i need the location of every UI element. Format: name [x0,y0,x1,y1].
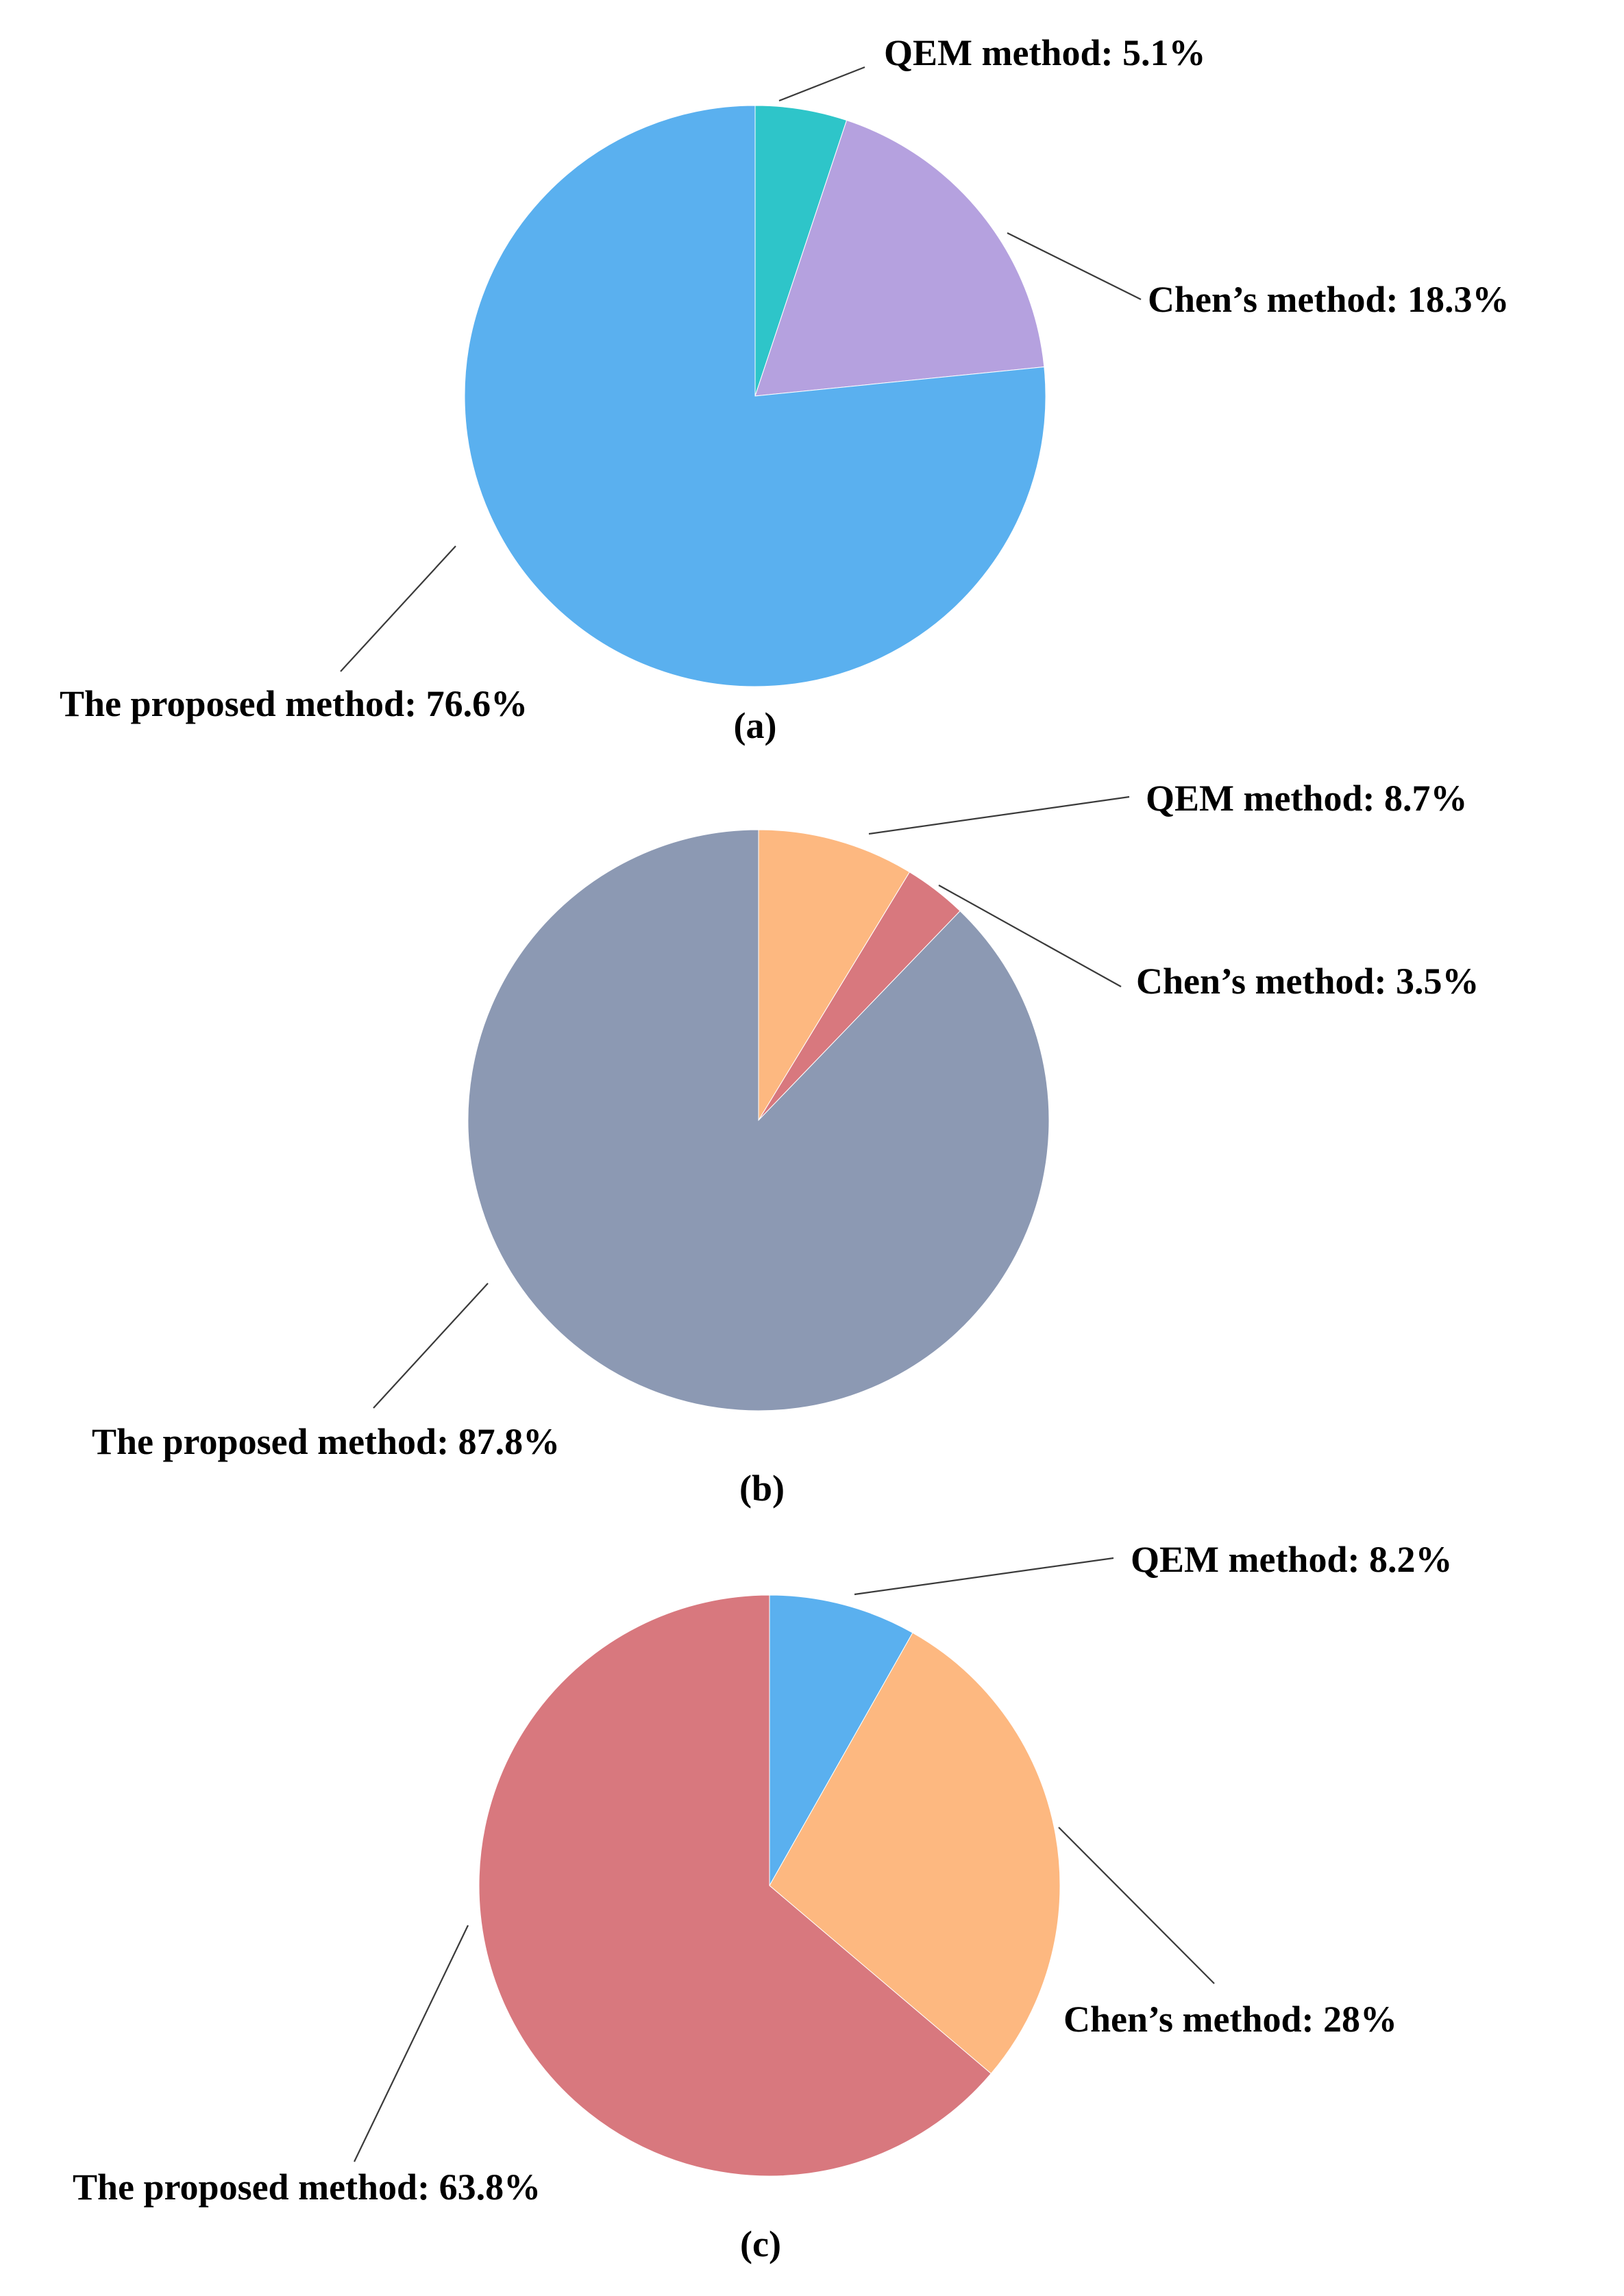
pie-a-label-chen: Chen’s method: 18.3% [1148,279,1510,320]
pie-c-leader-qem [854,1557,1114,1596]
pie-a-leader-chen [1007,232,1142,300]
pie-b-slice-qem [758,829,911,1122]
pie-c-leader-chen [1058,1827,1215,1984]
pie-a-caption: (a) [734,705,777,746]
pie-b-slice-proposed [467,829,1050,1411]
pie-a-slice-chen [754,119,1045,397]
pie-b-label-proposed: The proposed method: 87.8% [92,1421,560,1462]
pie-c-leader-proposed [354,1925,469,2162]
pie-a-leader-proposed [340,545,456,672]
pie-a-label-qem: QEM method: 5.1% [884,32,1205,73]
pie-b-caption: (b) [739,1468,785,1509]
pie-c-label-qem: QEM method: 8.2% [1131,1539,1452,1580]
pie-chart-c: QEM method: 8.2% Chen’s method: 28% The … [73,1539,1452,2264]
pie-b-leader-qem [868,795,1130,835]
pie-a-slices [464,105,1046,687]
pie-a-slice-proposed [464,105,1046,687]
pie-a-label-proposed: The proposed method: 76.6% [60,683,528,724]
pie-chart-a: QEM method: 5.1% Chen’s method: 18.3% Th… [60,32,1510,746]
pie-c-caption: (c) [740,2223,781,2264]
pie-b-slices [467,829,1050,1411]
pie-b-leader-chen [938,885,1122,987]
pie-b-label-chen: Chen’s method: 3.5% [1136,961,1479,1002]
pie-c-slice-qem [769,1594,913,1887]
pie-c-slices [478,1594,1061,2177]
pie-c-label-proposed: The proposed method: 63.8% [73,2167,541,2208]
pie-a-leader-qem [778,66,865,102]
pie-c-slice-proposed [478,1594,992,2177]
pie-b-label-qem: QEM method: 8.7% [1146,778,1467,819]
pie-b-leader-proposed [373,1283,489,1409]
pie-c-label-chen: Chen’s method: 28% [1063,1999,1397,2040]
pie-c-slice-chen [769,1632,1061,2075]
pie-chart-b: QEM method: 8.7% Chen’s method: 3.5% The… [92,778,1479,1509]
